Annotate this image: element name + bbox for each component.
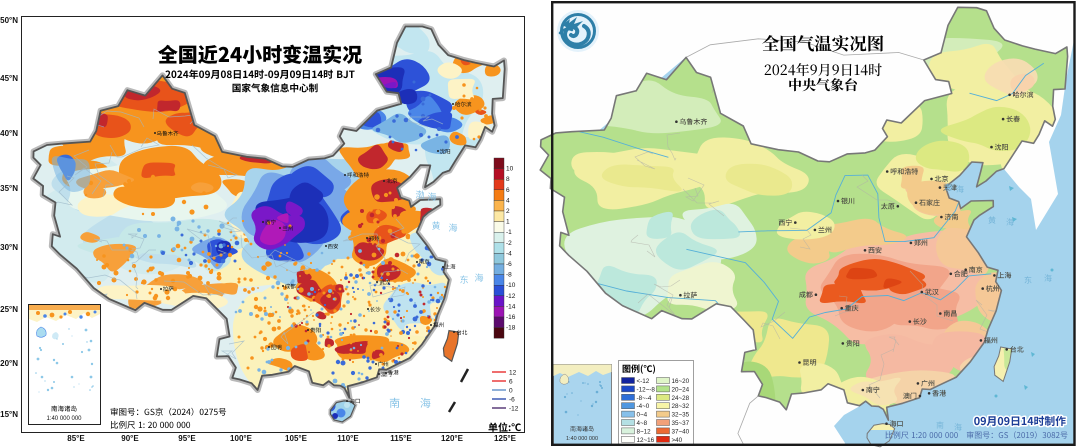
svg-text:115°E: 115°E [390, 434, 412, 443]
svg-text:-18: -18 [506, 325, 516, 332]
svg-text:-12: -12 [509, 406, 519, 413]
svg-text:85°E: 85°E [67, 434, 85, 443]
svg-text:-14: -14 [506, 303, 516, 310]
svg-text:110°E: 110°E [337, 434, 359, 443]
svg-text:125°E: 125°E [494, 434, 517, 443]
svg-text:6: 6 [509, 379, 513, 386]
svg-text:32~35: 32~35 [672, 412, 690, 419]
svg-text:>40: >40 [672, 437, 683, 444]
svg-text:1:40 000 000: 1:40 000 000 [46, 416, 82, 422]
svg-text:1: 1 [506, 219, 510, 226]
svg-text:28~32: 28~32 [672, 403, 690, 410]
svg-text:16~20: 16~20 [672, 378, 690, 385]
svg-text:-12: -12 [506, 293, 516, 300]
svg-text:6: 6 [506, 187, 510, 194]
svg-text:-6: -6 [506, 261, 512, 268]
svg-text:95°E: 95°E [178, 434, 196, 443]
svg-text:120°E: 120°E [441, 434, 464, 443]
svg-text:8~12: 8~12 [637, 428, 652, 435]
svg-text:30°N: 30°N [0, 243, 18, 252]
svg-text:4: 4 [506, 197, 510, 204]
svg-text:-4~0: -4~0 [637, 403, 650, 410]
svg-text:35~37: 35~37 [672, 420, 690, 427]
svg-text:12: 12 [509, 370, 517, 377]
svg-text:-4: -4 [506, 250, 512, 257]
svg-text:20~24: 20~24 [672, 386, 690, 393]
svg-text:40°N: 40°N [0, 129, 18, 138]
svg-text:-8: -8 [506, 272, 512, 279]
svg-text:100°E: 100°E [230, 434, 253, 443]
svg-text:10: 10 [506, 166, 514, 173]
svg-text:-8~-4: -8~-4 [637, 395, 652, 402]
svg-text:12~16: 12~16 [637, 437, 655, 444]
svg-text:24~28: 24~28 [672, 395, 690, 402]
svg-text:20°N: 20°N [0, 359, 18, 368]
svg-text:90°E: 90°E [121, 434, 139, 443]
svg-text:-16: -16 [506, 314, 516, 321]
svg-text:-10: -10 [506, 282, 516, 289]
svg-text:-1: -1 [506, 229, 512, 236]
svg-text:-12~-8: -12~-8 [637, 386, 656, 393]
svg-text:50°N: 50°N [0, 16, 18, 25]
svg-text:2: 2 [506, 208, 510, 215]
svg-text:0~4: 0~4 [637, 412, 648, 419]
svg-text:4~8: 4~8 [637, 420, 648, 427]
svg-text:1:40 000 000: 1:40 000 000 [566, 436, 598, 442]
svg-text:0: 0 [509, 388, 513, 395]
svg-text:37~40: 37~40 [672, 428, 690, 435]
svg-text:45°N: 45°N [0, 74, 18, 83]
svg-text:35°N: 35°N [0, 184, 18, 193]
svg-text:25°N: 25°N [0, 305, 18, 314]
svg-text:<-12: <-12 [637, 378, 650, 385]
svg-text:105°E: 105°E [285, 434, 308, 443]
svg-text:-2: -2 [506, 240, 512, 247]
svg-text:-6: -6 [509, 397, 515, 404]
svg-text:15°N: 15°N [0, 410, 18, 419]
svg-text:8: 8 [506, 176, 510, 183]
